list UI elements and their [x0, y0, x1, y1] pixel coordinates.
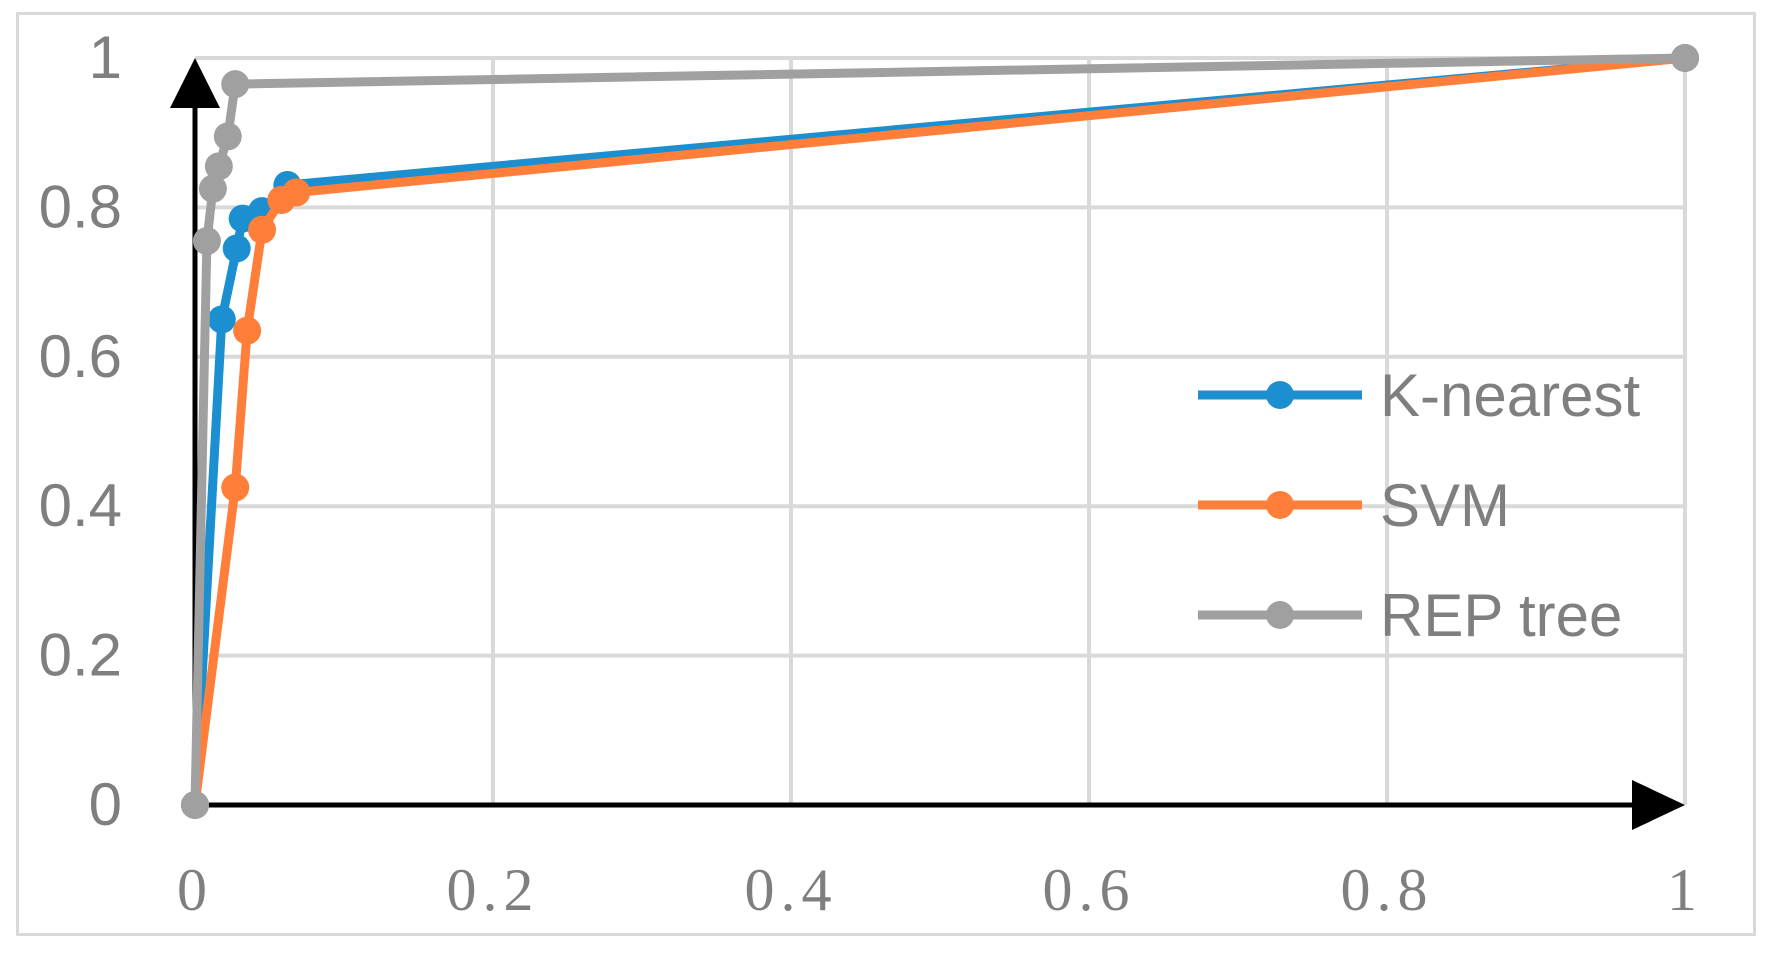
x-tick-label: 0.4: [745, 857, 838, 923]
legend-item: SVM: [1198, 472, 1510, 539]
legend-item: REP tree: [1198, 582, 1622, 649]
grid-lines: [195, 56, 1687, 805]
y-tick-labels: 0 0.2 0.4 0.6 0.8 1: [39, 24, 122, 838]
x-axis-arrowhead: [1632, 780, 1685, 830]
series-line: [190, 53, 1690, 810]
x-tick-label: 1: [1667, 857, 1703, 923]
y-tick-label: 0.6: [39, 323, 122, 390]
y-tick-label: 0.2: [39, 622, 122, 689]
data-point: [233, 316, 262, 345]
legend: K-nearest SVM REP tree: [1198, 362, 1640, 649]
series-rep-tree: [181, 44, 1699, 819]
data-point: [248, 215, 277, 244]
y-tick-label: 0: [89, 771, 122, 838]
data-point: [282, 178, 311, 207]
x-tick-label: 0.8: [1341, 857, 1434, 923]
series-k-nearest: [181, 44, 1699, 819]
y-tick-label: 1: [89, 24, 122, 91]
data-point: [221, 70, 250, 99]
legend-label: SVM: [1380, 472, 1510, 539]
legend-swatch-marker: [1266, 601, 1294, 629]
x-tick-labels: 0 0.2 0.4 0.6 0.8 1: [177, 857, 1703, 923]
legend-swatch-marker: [1266, 491, 1294, 519]
data-point: [204, 152, 233, 181]
data-point: [181, 791, 209, 819]
data-point: [1671, 44, 1699, 72]
x-tick-label: 0.2: [447, 857, 540, 923]
x-tick-label: 0: [177, 857, 213, 923]
data-point: [213, 122, 242, 151]
chart-frame: [16, 12, 1756, 936]
data-point: [222, 234, 251, 263]
legend-swatch-marker: [1266, 381, 1294, 409]
x-tick-label: 0.6: [1043, 857, 1136, 923]
legend-label: K-nearest: [1380, 362, 1640, 429]
y-tick-label: 0.4: [39, 472, 122, 539]
data-point: [207, 305, 236, 334]
y-tick-label: 0.8: [39, 173, 122, 240]
data-point: [221, 473, 250, 502]
series-svm: [181, 44, 1699, 819]
data-point: [198, 174, 227, 203]
legend-label: REP tree: [1380, 582, 1622, 649]
series-group: [181, 44, 1699, 819]
data-point: [192, 227, 221, 256]
legend-item: K-nearest: [1198, 362, 1640, 429]
y-axis-arrowhead: [170, 58, 220, 108]
